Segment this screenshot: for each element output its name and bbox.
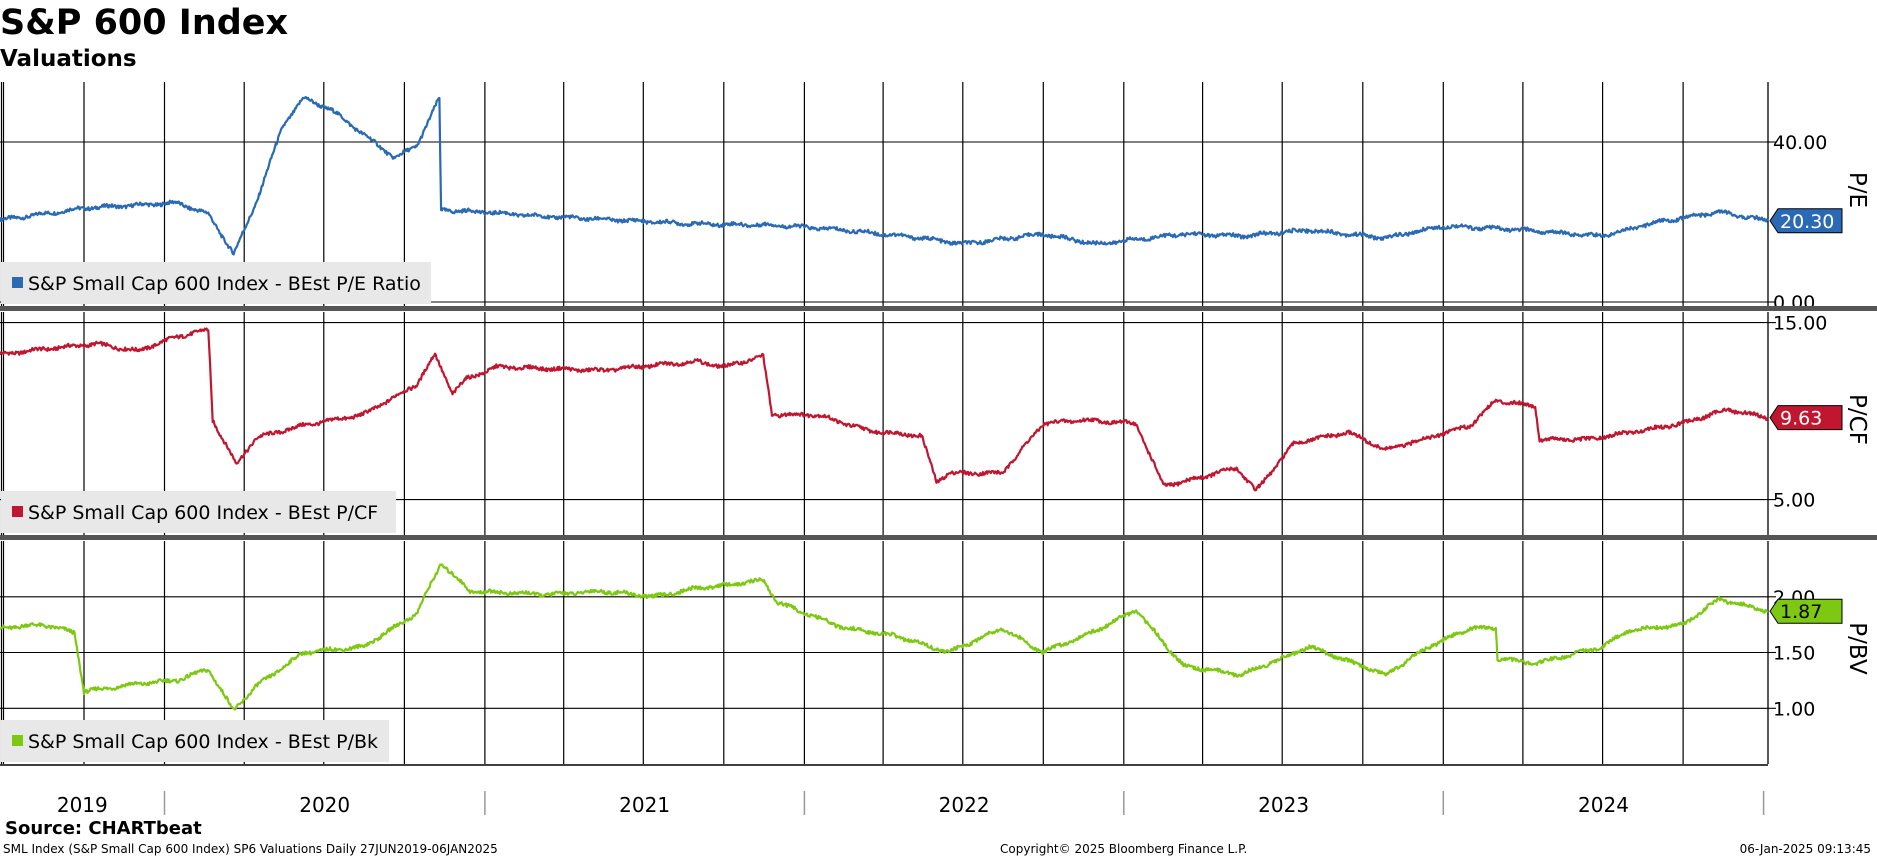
series-line (0, 95, 1769, 256)
x-axis: 2019 2020 2021 2022 2023 2024 (0, 764, 1768, 817)
panel-separator (0, 306, 1877, 311)
y-axis-title: P/CF (1844, 394, 1870, 445)
last-value-box (1769, 208, 1843, 234)
y-tick-label: 1.50 (1773, 643, 1815, 665)
last-value-label: 1.87 (1780, 601, 1822, 623)
y-axis-title: P/BV (1844, 622, 1870, 675)
legend: S&P Small Cap 600 Index - BEst P/CF (1, 491, 396, 533)
legend-swatch (12, 277, 23, 288)
x-tick-label: 2023 (1258, 793, 1309, 817)
panel-p-cf: 5.00 15.00 9.63 P/CF S&P Small Cap 600 Index… (0, 312, 1870, 535)
y-tick-label: 1.00 (1773, 698, 1815, 720)
y-tick-label: 5.00 (1773, 490, 1815, 512)
x-tick-label: 2022 (939, 793, 990, 817)
x-tick-label: 2024 (1578, 793, 1629, 817)
legend-swatch (12, 735, 23, 746)
chart-subtitle: Valuations (0, 46, 137, 72)
legend-box (1, 720, 389, 762)
legend-swatch (12, 506, 23, 517)
legend: S&P Small Cap 600 Index - BEst P/Bk (1, 720, 389, 762)
legend-label: S&P Small Cap 600 Index - BEst P/E Ratio (28, 273, 421, 295)
footer-timestamp: 06-Jan-2025 09:13:45 (1739, 842, 1871, 856)
series-line (0, 563, 1769, 711)
y-tick-label: 40.00 (1773, 132, 1827, 154)
panel-p-bv: 1.001.502.001.87P/BVS&P Small Cap 600 In… (0, 541, 1870, 764)
footer-copyright: Copyright© 2025 Bloomberg Finance L.P. (1000, 842, 1248, 856)
last-value-tag: 9.63 (1769, 405, 1843, 431)
last-value-label: 9.63 (1780, 408, 1822, 430)
panel-separator (0, 535, 1877, 540)
legend-box (1, 491, 396, 533)
legend-label: S&P Small Cap 600 Index - BEst P/Bk (28, 731, 378, 753)
x-tick-label: 2021 (619, 793, 670, 817)
source-label: Source: CHARTbeat (5, 818, 202, 839)
y-axis-title: P/E (1844, 172, 1870, 208)
last-value-tag: 20.30 (1769, 208, 1843, 234)
chart-title: S&P 600 Index (0, 3, 289, 43)
last-value-label: 20.30 (1780, 211, 1834, 233)
last-value-box (1769, 405, 1843, 431)
x-tick-label: 2020 (299, 793, 350, 817)
last-value-box (1769, 598, 1843, 624)
footer-description: SML Index (S&P Small Cap 600 Index) SP6 … (3, 842, 498, 856)
series-line (0, 327, 1769, 492)
legend: S&P Small Cap 600 Index - BEst P/E Ratio (1, 262, 431, 304)
legend-label: S&P Small Cap 600 Index - BEst P/CF (28, 502, 378, 524)
y-tick-label: 15.00 (1773, 313, 1827, 335)
x-tick-label: 2019 (57, 793, 108, 817)
legend-box (1, 262, 431, 304)
last-value-tag: 1.87 (1769, 598, 1843, 624)
